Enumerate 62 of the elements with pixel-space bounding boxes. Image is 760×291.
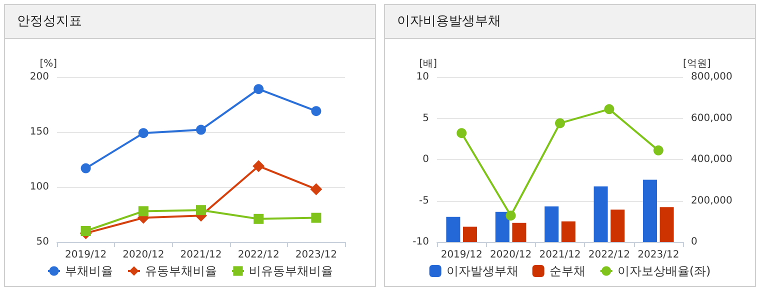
point <box>311 106 322 116</box>
y-tick-label: 5 <box>422 112 429 124</box>
point <box>506 210 516 221</box>
point <box>254 214 264 224</box>
y2-tick-label: 600,000 <box>691 112 732 124</box>
bar <box>561 221 576 242</box>
point <box>604 104 614 114</box>
legend-label: 유동부채비율 <box>145 264 217 278</box>
x-tick-label: 2021/12 <box>180 250 222 260</box>
y-tick-label: 200 <box>30 72 49 82</box>
bar <box>463 226 477 242</box>
point <box>254 84 264 94</box>
y-tick-label: 10 <box>416 72 429 82</box>
point <box>138 206 148 216</box>
point <box>310 183 322 196</box>
bar <box>512 222 526 242</box>
legend-label: 순부채 <box>549 264 586 278</box>
x-tick-label: 2019/12 <box>440 250 482 260</box>
y-tick-label: -10 <box>412 236 429 248</box>
point <box>252 160 265 172</box>
x-tick-label: 2022/12 <box>588 250 630 260</box>
point <box>311 212 322 223</box>
bar <box>643 180 657 242</box>
legend-label: 이자보상배율(좌) <box>617 264 711 278</box>
point <box>138 128 148 138</box>
y-axis-title: [%] <box>40 58 58 70</box>
y-tick-label: -5 <box>419 195 429 206</box>
point <box>653 145 664 156</box>
x-tick-label: 2020/12 <box>490 250 532 260</box>
y2-tick-label: 400,000 <box>691 154 732 165</box>
chart-title: 이자비용발생부채 <box>385 5 755 39</box>
chart-title: 안정성지표 <box>5 5 375 39</box>
bar <box>446 216 460 242</box>
legend-label: 부채비율 <box>65 264 113 278</box>
y-tick-label: 100 <box>30 182 49 192</box>
bar <box>495 212 510 242</box>
x-tick-label: 2022/12 <box>238 250 280 260</box>
y2-tick-label: 800,000 <box>691 72 732 82</box>
x-tick-label: 2020/12 <box>122 250 164 260</box>
y-tick-label: 150 <box>30 126 49 138</box>
x-tick-label: 2023/12 <box>638 250 680 260</box>
legend-label: 이자발생부채 <box>446 264 518 278</box>
point <box>80 226 91 236</box>
bar <box>660 207 674 242</box>
bar <box>594 186 608 242</box>
bar <box>544 206 559 242</box>
x-tick-label: 2023/12 <box>295 250 337 260</box>
point <box>196 124 206 135</box>
point <box>456 128 467 138</box>
point <box>555 118 565 128</box>
y-axis-title: [배] <box>419 58 438 70</box>
bar <box>610 210 625 242</box>
x-tick-label: 2021/12 <box>539 250 581 260</box>
legend-label: 비유동부채비율 <box>249 264 333 278</box>
point <box>80 163 91 174</box>
x-tick-label: 2019/12 <box>65 250 107 260</box>
point <box>196 205 206 216</box>
y-tick-label: 0 <box>422 154 429 165</box>
y2-tick-label: 0 <box>691 236 698 248</box>
y-tick-label: 50 <box>36 236 49 248</box>
y2-axis-title: [억원] <box>683 58 711 70</box>
y2-tick-label: 200,000 <box>691 195 732 206</box>
